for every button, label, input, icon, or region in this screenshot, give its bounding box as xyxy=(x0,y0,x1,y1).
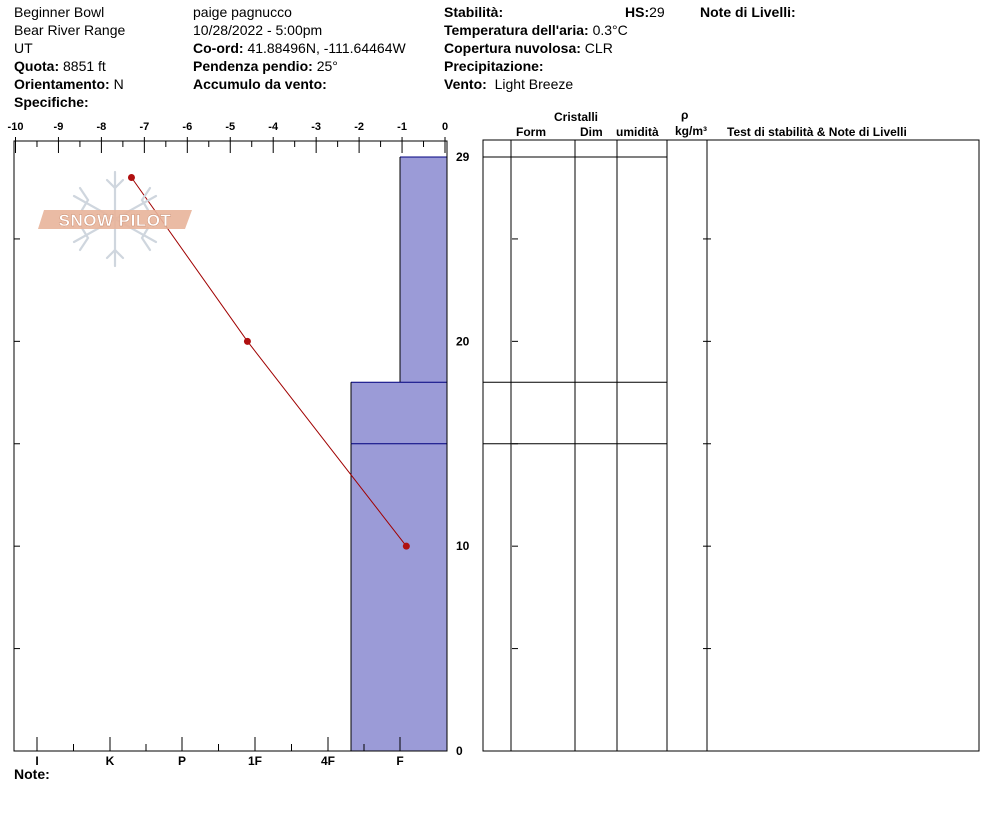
location: Beginner Bowl xyxy=(14,4,105,20)
hs-value: 29 xyxy=(649,4,665,20)
elevation-label: Quota: xyxy=(14,58,60,74)
height-tick-label: 10 xyxy=(456,539,470,553)
mountain-range: Bear River Range xyxy=(14,22,126,38)
air-temp: Temperatura dell'aria: 0.3°C xyxy=(444,21,628,39)
temp-tick-label: -6 xyxy=(182,121,192,133)
hardness-layer-1 xyxy=(351,382,447,444)
notes-label: Note: xyxy=(14,766,50,782)
snowpilot-logo: SNOW PILOT xyxy=(38,170,192,268)
density-unit-header: kg/m³ xyxy=(675,124,708,138)
height-tick-label: 0 xyxy=(456,744,463,758)
size-header: Dim xyxy=(580,125,603,139)
cloud-label: Copertura nuvolosa: xyxy=(444,40,581,56)
observer: paige pagnucco xyxy=(193,4,292,20)
aspect: Orientamento: N xyxy=(14,75,124,93)
wind-value: Light Breeze xyxy=(494,76,574,92)
svg-text:SNOW PILOT: SNOW PILOT xyxy=(59,211,172,230)
datetime: 10/28/2022 - 5:00pm xyxy=(193,22,323,38)
hs: HS:29 xyxy=(625,3,665,21)
hardness-tick-label: 4F xyxy=(321,754,335,768)
temp-tick-label: -2 xyxy=(354,121,364,133)
temp-tick-label: -7 xyxy=(139,121,149,133)
tests-header: Test di stabilità & Note di Livelli xyxy=(727,125,907,139)
temp-tick-label: 0 xyxy=(442,121,448,133)
aspect-label: Orientamento: xyxy=(14,76,110,92)
elevation: Quota: 8851 ft xyxy=(14,57,106,75)
precip-label: Precipitazione: xyxy=(444,58,544,74)
table-border xyxy=(482,139,980,752)
coordinates: Co-ord: 41.88496N, -111.64464W xyxy=(193,39,406,57)
aspect-value: N xyxy=(113,76,124,92)
temperature-point-1 xyxy=(243,337,251,345)
cloud-value: CLR xyxy=(584,40,613,56)
hs-label: HS: xyxy=(625,4,650,20)
temp-tick-label: -1 xyxy=(397,121,407,133)
hardness-tick-label: F xyxy=(396,754,403,768)
state: UT xyxy=(14,40,33,56)
slope: Pendenza pendio: 25° xyxy=(193,57,338,75)
temp-tick-label: -5 xyxy=(225,121,235,133)
slope-value: 25° xyxy=(316,58,338,74)
temp-tick-label: -8 xyxy=(97,121,107,133)
temp-tick-label: -3 xyxy=(311,121,321,133)
hardness-layer-2 xyxy=(351,443,447,751)
temperature-profile xyxy=(127,173,410,550)
coord-value: 41.88496N, -111.64464W xyxy=(247,40,406,56)
rho-header: ρ xyxy=(681,108,689,122)
elevation-value: 8851 ft xyxy=(63,58,106,74)
hardness-layer-0 xyxy=(400,157,447,383)
height-tick-label: 29 xyxy=(456,150,470,164)
hardness-tick-label: 1F xyxy=(248,754,262,768)
hardness-tick-label: I xyxy=(35,754,38,768)
temperature-point-0 xyxy=(127,173,135,181)
temp-tick-label: -10 xyxy=(8,121,24,133)
layer-table xyxy=(482,139,980,752)
wind-label: Vento: xyxy=(444,76,487,92)
crystals-header: Cristalli xyxy=(554,110,599,124)
temp-tick-label: -4 xyxy=(268,121,279,133)
axis-ticks xyxy=(14,137,711,751)
moisture-header: umidità xyxy=(616,125,659,139)
specifics-label: Specifiche: xyxy=(14,94,89,110)
coord-label: Co-ord: xyxy=(193,40,244,56)
hardness-layers xyxy=(350,156,447,751)
wind: Vento: Light Breeze xyxy=(444,75,573,93)
wind-loading-label: Accumulo da vento: xyxy=(193,76,327,92)
hardness-tick-label: P xyxy=(178,754,186,768)
temp-tick-label: -9 xyxy=(54,121,64,133)
hardness-tick-label: K xyxy=(106,754,115,768)
cloud-cover: Copertura nuvolosa: CLR xyxy=(444,39,613,57)
air-temp-value: 0.3°C xyxy=(592,22,628,38)
temperature-point-2 xyxy=(402,542,410,550)
air-temp-label: Temperatura dell'aria: xyxy=(444,22,589,38)
slope-label: Pendenza pendio: xyxy=(193,58,313,74)
layer-notes-label: Note di Livelli: xyxy=(700,4,796,20)
stability-label: Stabilità: xyxy=(444,4,504,20)
form-header: Form xyxy=(516,125,546,139)
height-tick-label: 20 xyxy=(456,334,470,348)
